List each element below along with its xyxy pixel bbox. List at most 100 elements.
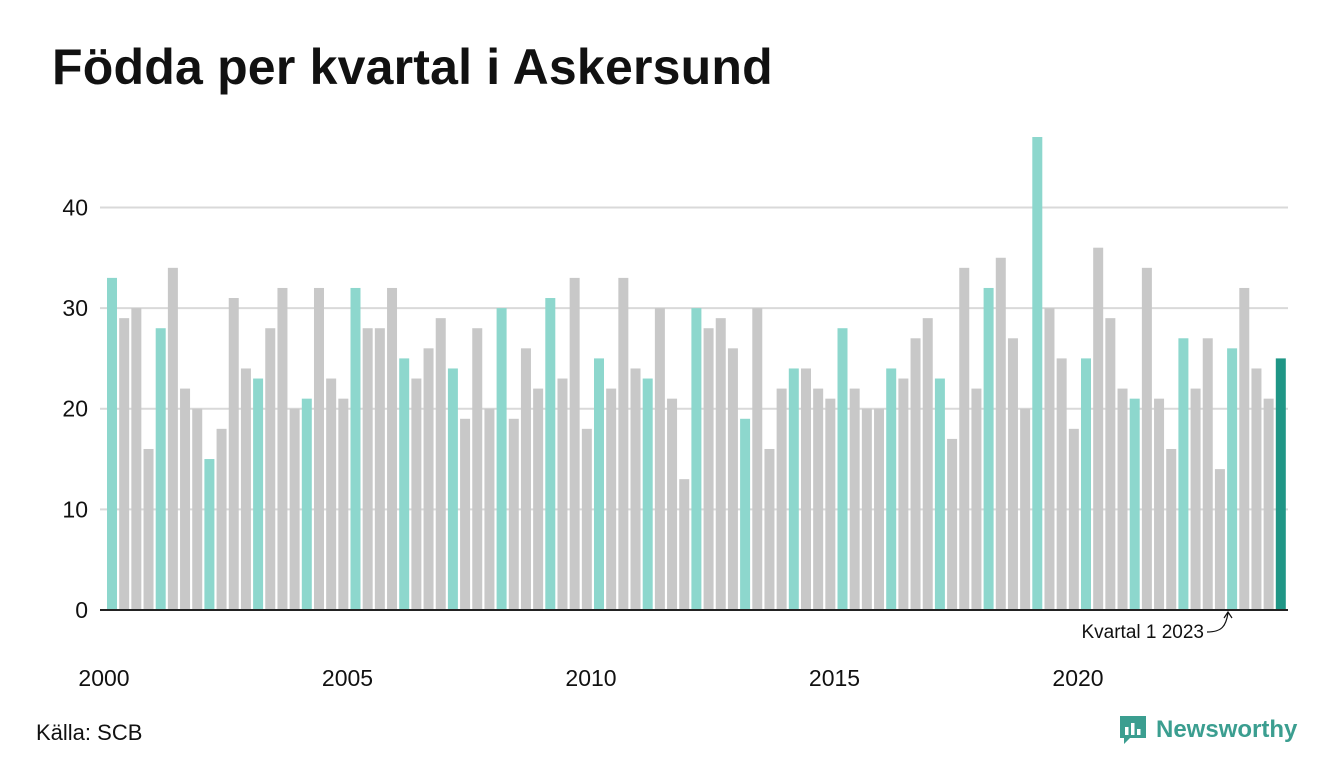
bar: [374, 328, 385, 610]
bar: [338, 398, 349, 610]
bar: [1007, 338, 1018, 610]
y-tick-label: 10: [62, 496, 88, 522]
bar: [1263, 398, 1274, 610]
bar: [630, 368, 641, 610]
latest-annotation: Kvartal 1 2023: [1081, 610, 1233, 643]
bar: [1044, 308, 1055, 610]
y-tick-label: 30: [62, 295, 88, 321]
bar: [606, 388, 617, 610]
y-tick-label: 40: [62, 194, 88, 220]
bar: [204, 459, 215, 610]
bar: [947, 438, 958, 610]
bar: [679, 479, 690, 610]
bar: [825, 398, 836, 610]
bar: [1178, 338, 1189, 610]
bar: [594, 358, 604, 610]
bar: [654, 308, 665, 610]
bar: [1081, 358, 1091, 610]
bar: [727, 348, 738, 610]
bar: [1129, 398, 1140, 610]
x-tick-label: 2000: [78, 665, 129, 691]
bar: [167, 267, 178, 610]
bar: [472, 328, 483, 610]
bar: [1154, 398, 1165, 610]
bar: [752, 308, 763, 610]
x-tick-label: 2010: [565, 665, 616, 691]
bar: [557, 378, 568, 610]
bar: [399, 358, 410, 610]
bar: [387, 287, 398, 610]
bar: [1202, 338, 1213, 610]
bar: [411, 378, 422, 610]
bar: [886, 368, 897, 610]
bar: [423, 348, 434, 610]
bar: [1020, 408, 1031, 610]
bar: [715, 318, 726, 610]
bar: [350, 287, 361, 610]
bar: [861, 408, 872, 610]
bar: [1117, 388, 1128, 610]
bar: [667, 398, 678, 610]
bar: [1214, 469, 1225, 610]
bar: [313, 287, 324, 610]
x-tick-label: 2020: [1052, 665, 1103, 691]
bar: [1190, 388, 1201, 610]
bar: [228, 298, 239, 610]
bar: [703, 328, 714, 610]
bar: [240, 368, 251, 610]
bar: [326, 378, 337, 610]
bar: [143, 448, 154, 610]
y-tick-label: 0: [75, 597, 88, 623]
bar: [788, 368, 799, 610]
bar: [910, 338, 921, 610]
bar: [362, 328, 373, 610]
bar: [447, 368, 458, 610]
bar: [800, 368, 811, 610]
brand-name: Newsworthy: [1156, 716, 1298, 743]
bar: [1093, 247, 1104, 610]
brand-logo: Newsworthy: [1118, 714, 1297, 746]
y-tick-label: 20: [62, 396, 88, 422]
bar: [776, 388, 787, 610]
bar: [435, 318, 446, 610]
bar: [1068, 428, 1079, 610]
chart-title: Födda per kvartal i Askersund: [52, 39, 773, 95]
bar: [301, 398, 312, 610]
bar: [691, 308, 702, 610]
bar: [1239, 287, 1250, 610]
bar: [922, 318, 933, 610]
bar: [253, 378, 264, 610]
bar: [764, 448, 775, 610]
bar: [216, 428, 227, 610]
bar: [180, 388, 191, 610]
bar: [277, 287, 288, 610]
x-tick-label: 2005: [322, 665, 373, 691]
x-tick-label: 2015: [809, 665, 860, 691]
bar: [837, 328, 848, 610]
bar: [642, 378, 653, 610]
x-axis-ticks: 2000 2005 2010 2015 2020: [78, 665, 1103, 691]
bar: [995, 257, 1006, 610]
y-axis-ticks: 0 10 20 30 40: [62, 194, 88, 623]
annotation-arrow: [1206, 610, 1233, 633]
bar: [545, 298, 556, 610]
bar: [508, 418, 519, 610]
bar: [740, 418, 751, 610]
bar: [289, 408, 300, 610]
bar: [460, 418, 471, 610]
bar: [618, 277, 629, 610]
bar: [131, 308, 142, 610]
bar: [1227, 348, 1238, 610]
bars: [107, 137, 1286, 610]
annotation-label: Kvartal 1 2023: [1081, 622, 1204, 643]
bar: [849, 388, 860, 610]
bar: [569, 277, 580, 610]
source-note: Källa: SCB: [36, 720, 143, 745]
bar: [1275, 358, 1286, 610]
bar: [1251, 368, 1262, 610]
bar: [983, 287, 994, 610]
bar: [1056, 358, 1067, 610]
bar: [1141, 267, 1152, 610]
bar: [119, 318, 130, 610]
